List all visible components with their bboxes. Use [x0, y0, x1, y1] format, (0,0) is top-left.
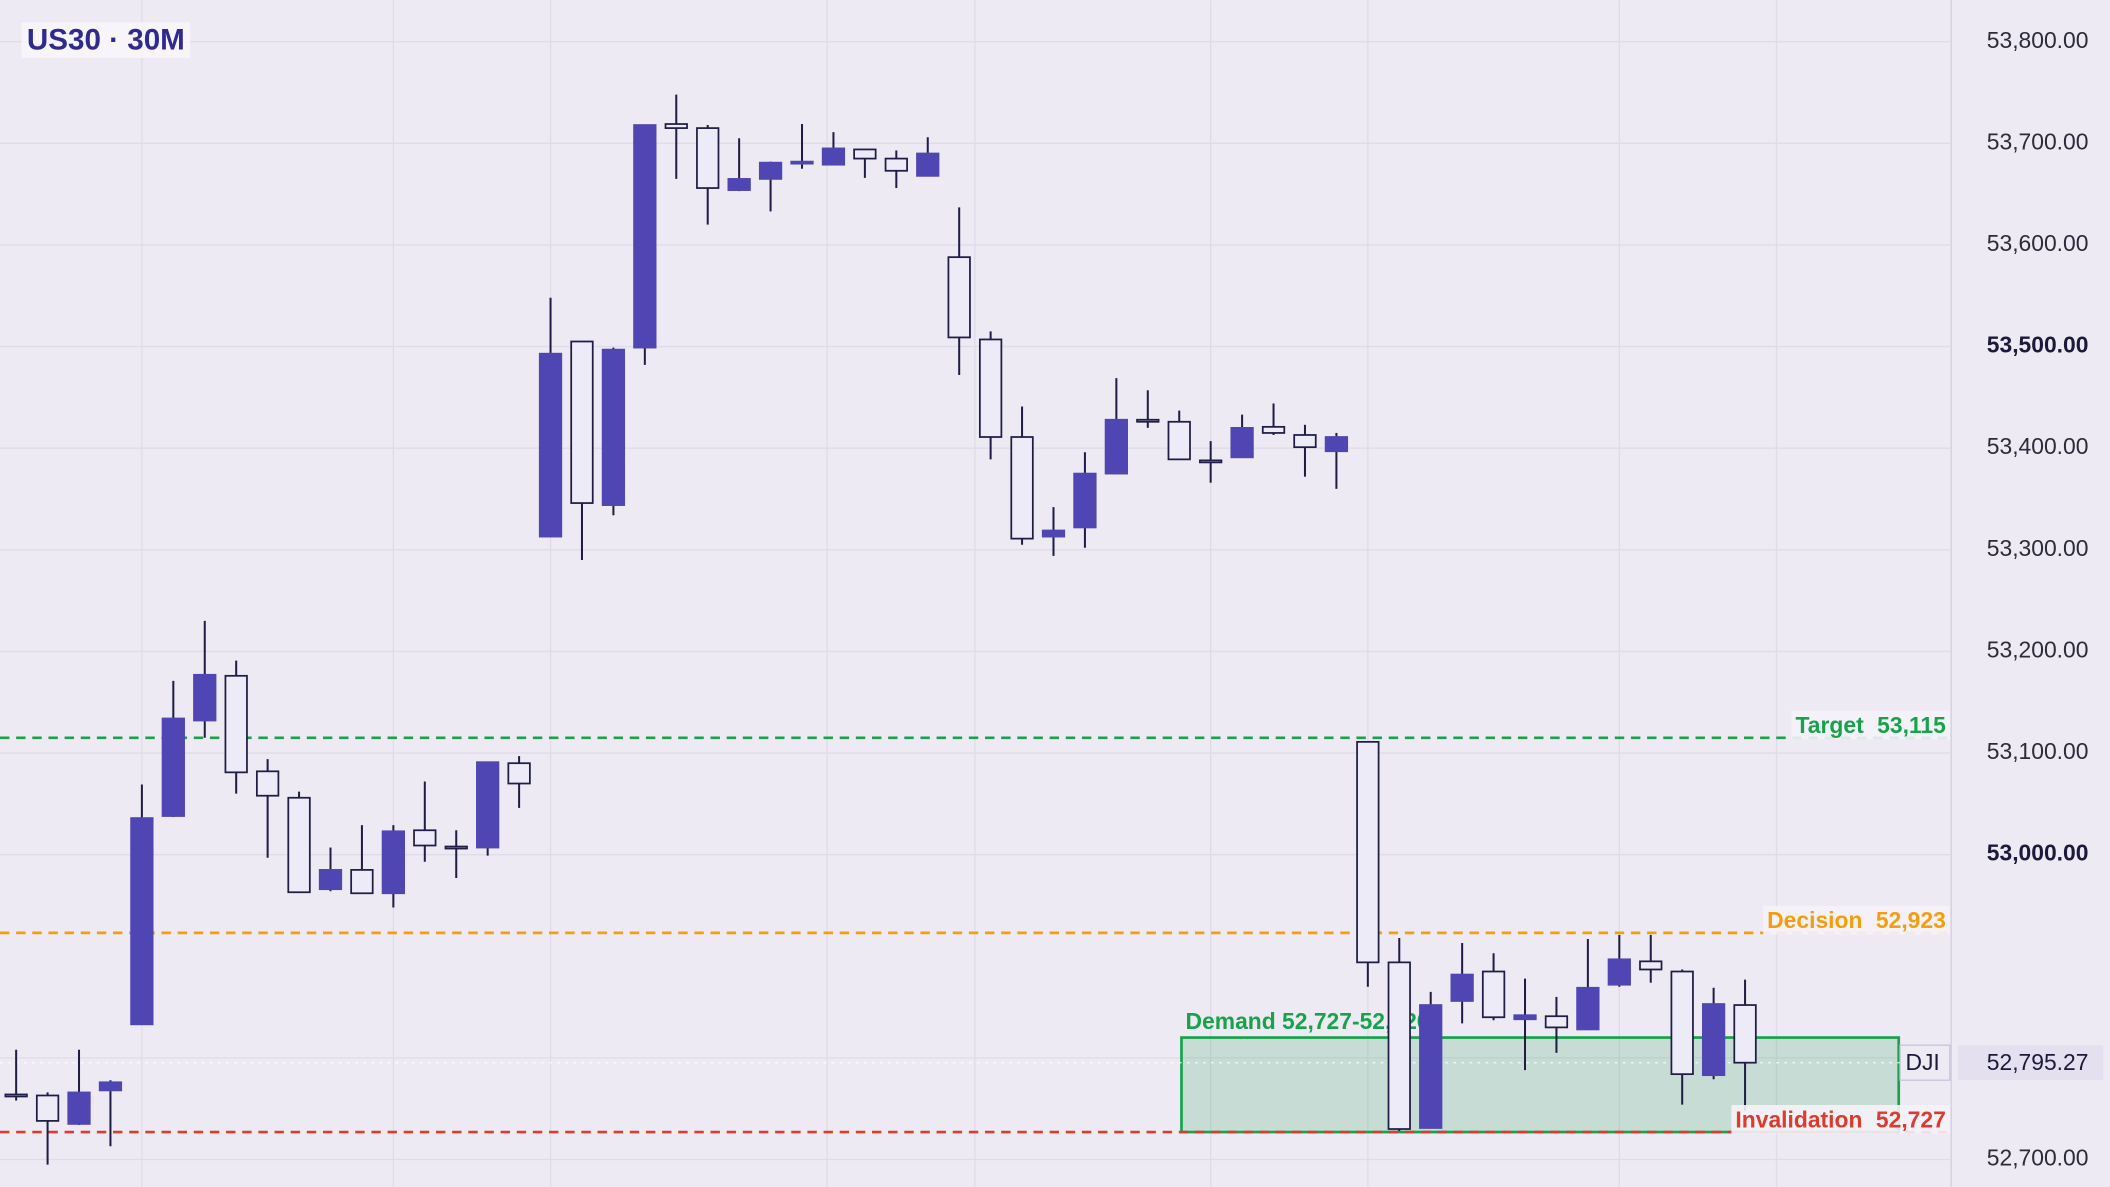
level-value: 52,727	[1876, 1106, 1946, 1132]
candle-body	[255, 770, 280, 797]
candle-body	[1639, 960, 1663, 971]
candle-body	[318, 869, 343, 891]
chart-title: US30 · 30M	[27, 24, 185, 57]
candle-body	[287, 796, 311, 894]
level-label: Invalidation 52,727	[1735, 1106, 1945, 1132]
candle-body	[161, 717, 185, 817]
candle-body	[727, 178, 751, 191]
candle-body	[1544, 1015, 1569, 1029]
candle-body	[1670, 970, 1694, 1076]
y-tick-label: 52,700.00	[1987, 1145, 2089, 1171]
candle-body	[1701, 1003, 1726, 1077]
candle-body	[1513, 1014, 1537, 1021]
y-tick-label: 53,500.00	[1987, 332, 2089, 358]
candle-body	[570, 340, 594, 504]
level-label-bg	[1791, 710, 1951, 740]
candle-body	[224, 674, 248, 774]
candle-body	[1073, 472, 1097, 529]
candle-body	[350, 869, 374, 895]
candle-body	[916, 152, 940, 177]
level-name: Decision	[1767, 907, 1862, 933]
candle-body	[1324, 436, 1349, 453]
level-label-bg	[1763, 905, 1950, 935]
candle-body	[35, 1094, 60, 1122]
title-bg	[21, 22, 191, 58]
candle-body	[1010, 436, 1034, 540]
candle-body	[633, 124, 657, 349]
level-label-bg	[1731, 1105, 1950, 1134]
last-price-box	[1957, 1045, 2104, 1081]
candle-body	[413, 829, 437, 847]
level-label: Decision 52,923	[1767, 907, 1946, 933]
candle-body	[381, 830, 406, 895]
last-price-label: 52,795.27	[1987, 1049, 2089, 1075]
candle-body	[1104, 418, 1129, 475]
candle-body	[1356, 740, 1380, 964]
candle-body	[444, 845, 468, 850]
candle-body	[884, 157, 908, 172]
candle-body	[790, 160, 814, 165]
candle-body	[98, 1081, 123, 1092]
y-tick-label: 53,000.00	[1987, 840, 2089, 866]
candle-body	[1450, 973, 1474, 1002]
candle-body	[947, 256, 971, 339]
candle-body	[696, 127, 720, 189]
candle-body	[4, 1093, 28, 1098]
level-name: Invalidation	[1735, 1106, 1862, 1132]
y-tick-label: 53,800.00	[1987, 27, 2089, 53]
candle-body	[1261, 425, 1286, 434]
candle-body	[1136, 418, 1160, 423]
candle-body	[507, 762, 531, 785]
level-label: Target 53,115	[1796, 712, 1947, 738]
candle-body	[1387, 961, 1411, 1130]
candle-body	[67, 1091, 91, 1125]
candle-body	[476, 761, 500, 849]
y-tick-label: 53,300.00	[1987, 535, 2089, 561]
candle-body	[758, 161, 783, 180]
y-tick-label: 53,400.00	[1987, 433, 2089, 459]
symbol-box	[1899, 1044, 1951, 1081]
symbol-label: DJI	[1905, 1049, 1939, 1075]
y-tick-label: 53,200.00	[1987, 636, 2089, 662]
candle-body	[538, 352, 563, 538]
candle-body	[978, 338, 1003, 438]
level-value: 52,923	[1876, 907, 1946, 933]
candle-body	[853, 148, 877, 160]
candle-body	[664, 123, 688, 129]
candle-body	[1481, 970, 1506, 1019]
y-tick-label: 53,600.00	[1987, 230, 2089, 256]
candle-body	[1733, 1004, 1757, 1064]
candle-body	[1230, 426, 1254, 459]
level-name: Target	[1796, 712, 1865, 738]
candle-body	[193, 673, 217, 722]
y-tick-label: 53,100.00	[1987, 738, 2089, 764]
candle-body	[1293, 434, 1317, 449]
candle-body	[130, 817, 154, 1026]
candle-body	[1041, 529, 1066, 538]
candle-body	[601, 348, 626, 506]
candle-body	[1199, 459, 1223, 464]
candle-body	[821, 147, 846, 166]
y-tick-label: 53,700.00	[1987, 128, 2089, 154]
level-value: 53,115	[1877, 712, 1946, 738]
candle-body	[1607, 958, 1631, 986]
candle-body	[1576, 986, 1600, 1031]
candle-body	[1167, 420, 1191, 461]
candle-body	[1419, 1004, 1443, 1129]
